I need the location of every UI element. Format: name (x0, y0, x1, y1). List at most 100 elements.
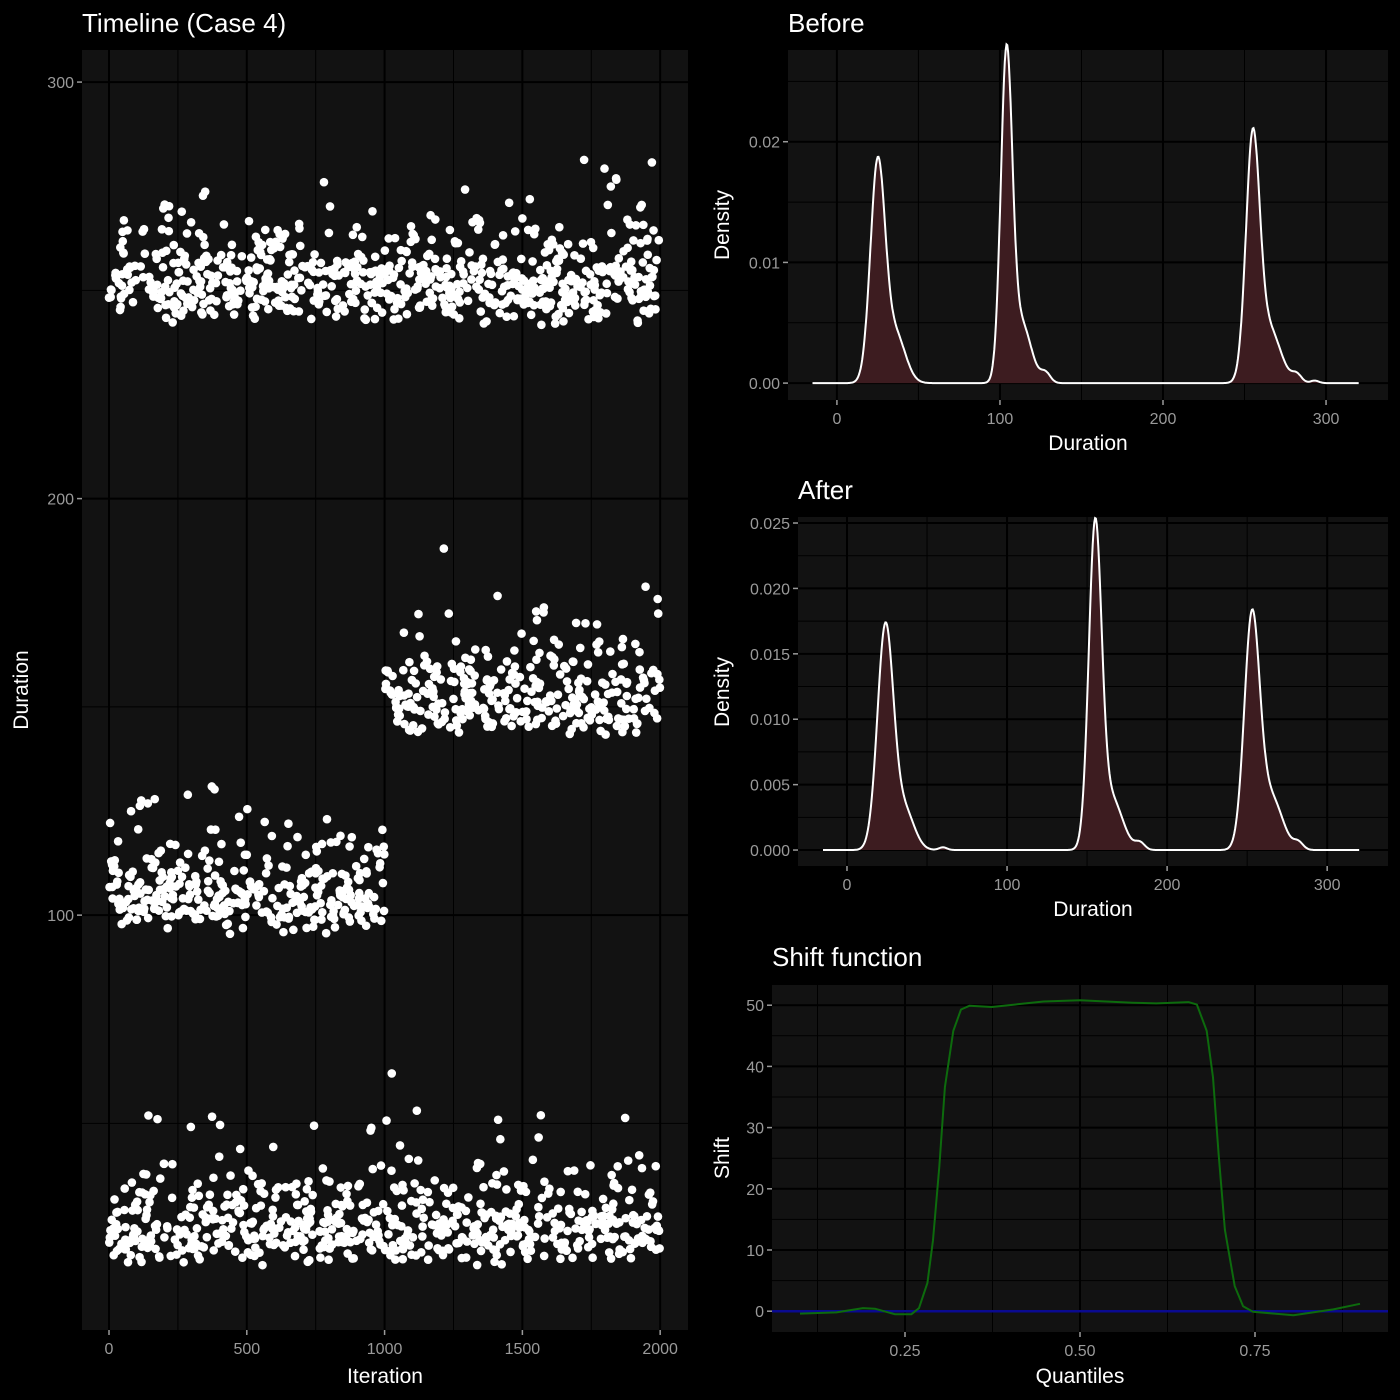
data-point (155, 1253, 164, 1262)
data-point (611, 261, 621, 271)
data-point (308, 1190, 317, 1200)
data-point (195, 914, 205, 924)
data-point (223, 919, 233, 929)
data-point (216, 250, 226, 260)
x-tick-label: 500 (233, 1341, 260, 1358)
data-point (556, 1187, 565, 1197)
data-point (582, 676, 592, 686)
data-point (209, 1173, 218, 1183)
data-point (636, 238, 645, 248)
data-point (357, 232, 367, 242)
data-point (316, 881, 326, 891)
data-point (507, 721, 516, 731)
data-point (529, 636, 538, 646)
data-point (613, 1162, 623, 1171)
data-point (210, 785, 219, 794)
data-point (377, 308, 387, 317)
data-point (192, 877, 201, 886)
data-point (550, 655, 559, 664)
data-point (221, 886, 230, 896)
data-point (415, 301, 425, 310)
data-point (422, 657, 432, 666)
data-point (290, 266, 299, 275)
density-area (812, 44, 1359, 384)
data-point (531, 224, 540, 234)
data-point (537, 713, 546, 723)
data-point (487, 280, 497, 290)
data-point (275, 242, 285, 252)
data-point (409, 666, 419, 676)
data-point (183, 277, 192, 286)
data-point (214, 857, 224, 867)
data-point (585, 1225, 594, 1234)
data-point (308, 1230, 317, 1240)
data-point (653, 609, 663, 618)
data-point (373, 1206, 383, 1216)
data-point (235, 1208, 245, 1218)
data-point (582, 295, 591, 305)
data-point (112, 877, 122, 886)
data-point (224, 1240, 234, 1250)
x-tick-label: 200 (1150, 411, 1177, 428)
data-point (272, 920, 281, 929)
data-point (232, 277, 242, 286)
data-point (629, 1211, 639, 1221)
data-point (179, 1257, 188, 1267)
data-point (655, 683, 665, 692)
data-point (121, 1245, 131, 1254)
data-point (575, 1236, 584, 1246)
data-point (226, 250, 236, 260)
data-point (257, 1179, 266, 1188)
data-point (648, 272, 657, 282)
data-point (497, 1260, 507, 1269)
x-tick-label: 100 (994, 877, 1021, 894)
data-point (431, 1210, 441, 1220)
data-point (558, 711, 568, 721)
data-point (329, 906, 338, 916)
data-point (444, 1245, 454, 1254)
data-point (173, 299, 182, 309)
data-point (332, 294, 342, 304)
data-point (336, 1183, 346, 1192)
data-point (465, 248, 474, 257)
data-point (302, 1184, 312, 1194)
data-point (493, 1115, 503, 1125)
data-point (395, 711, 405, 720)
data-point (526, 1246, 536, 1256)
data-point (654, 235, 664, 245)
data-point (267, 831, 277, 841)
data-point (225, 929, 235, 939)
data-point (214, 1152, 224, 1161)
data-point (188, 1185, 197, 1195)
data-point (604, 715, 614, 725)
data-point (168, 894, 178, 904)
data-point (630, 280, 640, 289)
data-point (164, 213, 173, 223)
data-point (243, 889, 252, 899)
data-point (209, 310, 219, 320)
data-point (449, 664, 459, 673)
data-point (633, 318, 643, 328)
data-point (340, 905, 350, 915)
before-y-label: Density (711, 189, 734, 260)
data-point (430, 712, 439, 721)
data-point (300, 1236, 309, 1245)
data-point (255, 264, 265, 273)
data-point (553, 690, 563, 700)
data-point (595, 715, 604, 725)
data-point (475, 218, 485, 228)
data-point (626, 257, 636, 266)
data-point (370, 914, 379, 923)
data-point (492, 1180, 502, 1189)
data-point (504, 198, 514, 208)
data-point (335, 1209, 344, 1219)
data-point (256, 250, 266, 260)
density-line (812, 42, 1359, 385)
data-point (256, 1201, 266, 1210)
data-point (593, 647, 603, 657)
data-point (515, 672, 525, 682)
before-panel: 0 100 200 300 0.00 0.01 0.02 (749, 42, 1388, 428)
data-point (351, 861, 361, 871)
data-point (588, 1253, 597, 1263)
data-point (560, 1238, 570, 1247)
